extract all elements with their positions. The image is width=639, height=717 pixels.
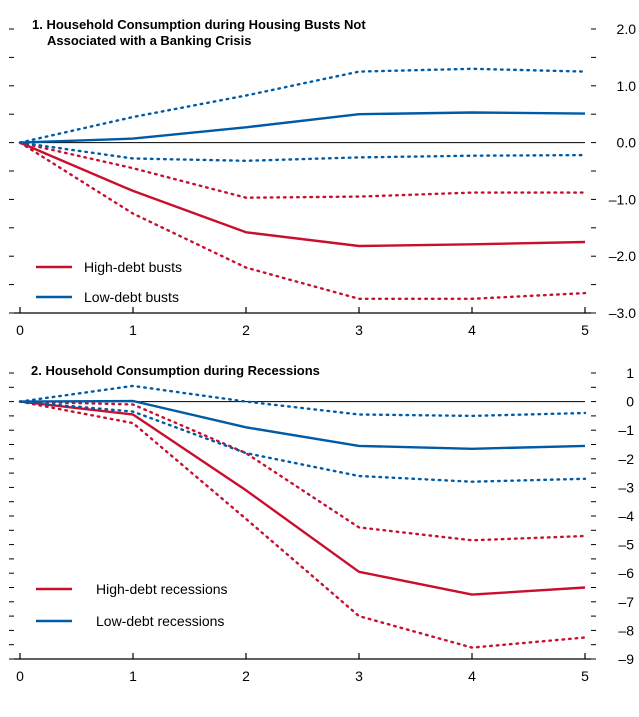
chart-2-y-tick-label: –2 xyxy=(618,451,634,467)
chart-1-high-debt-confidence-band-line xyxy=(18,141,587,199)
chart-2-y-tick-label: 1 xyxy=(626,365,634,381)
chart-2-low-debt-confidence-band-line xyxy=(18,400,587,483)
chart-2-title: 2. Household Consumption during Recessio… xyxy=(31,363,320,378)
chart-1-high-debt-line xyxy=(19,141,586,248)
chart-1-low-debt-line xyxy=(19,111,586,144)
chart-2-y-tick-label: –5 xyxy=(618,537,634,553)
chart-2-low-debt-line xyxy=(19,399,586,450)
chart-1-low-debt-confidence-band-line xyxy=(18,67,587,144)
chart-2-x-tick-label: 4 xyxy=(468,668,476,684)
chart-1-y-tick-label: 1.0 xyxy=(617,78,637,94)
chart-2-x-tick-label: 2 xyxy=(242,668,250,684)
chart-2-y-tick-label: –3 xyxy=(618,479,634,495)
chart-1-y-tick-label: 2.0 xyxy=(617,21,637,37)
chart-2-legend-low-label: Low-debt recessions xyxy=(96,613,224,629)
chart-1-y-tick-label: –2.0 xyxy=(609,248,636,264)
chart-2-y-tick-label: 0 xyxy=(626,394,634,410)
chart-2-y-tick-label: –4 xyxy=(618,508,634,524)
chart-1-low-debt-confidence-band-line xyxy=(18,141,587,163)
chart-2-high-debt-line xyxy=(19,400,586,596)
chart-1-x-tick-label: 5 xyxy=(581,322,589,338)
chart-1-x-tick-label: 3 xyxy=(355,322,363,338)
chart-1-y-tick-label: 0.0 xyxy=(617,135,637,151)
chart-1-title: 1. Household Consumption during Housing … xyxy=(32,17,366,32)
chart-1-y-tick-label: –1.0 xyxy=(609,191,636,207)
chart-2-legend-high-label: High-debt recessions xyxy=(96,581,228,597)
chart-1-x-tick-label: 0 xyxy=(16,322,24,338)
chart-1-x-tick-label: 2 xyxy=(242,322,250,338)
chart-1-subtitle: Associated with a Banking Crisis xyxy=(47,33,251,48)
chart-2-x-tick-label: 5 xyxy=(581,668,589,684)
chart-2-y-tick-label: –9 xyxy=(618,651,634,667)
chart-2-x-tick-label: 3 xyxy=(355,668,363,684)
chart-1-high-debt-confidence-band-line xyxy=(18,141,587,300)
chart-2-y-tick-label: –7 xyxy=(618,594,634,610)
chart-2-y-tick-label: –1 xyxy=(618,422,634,438)
chart-2-x-tick-label: 0 xyxy=(16,668,24,684)
chart-2-high-debt-confidence-band-line xyxy=(18,400,587,542)
chart-2-y-tick-label: –8 xyxy=(618,622,634,638)
chart-2-x-tick-label: 1 xyxy=(129,668,137,684)
chart-2-low-debt-confidence-band-line xyxy=(18,384,587,418)
chart-1-x-tick-label: 4 xyxy=(468,322,476,338)
chart-1-x-tick-label: 1 xyxy=(129,322,137,338)
chart-2-y-tick-label: –6 xyxy=(618,565,634,581)
chart-2-high-debt-confidence-band-line xyxy=(18,400,587,649)
chart-1-legend-high-label: High-debt busts xyxy=(84,259,182,275)
chart-1-legend-low-label: Low-debt busts xyxy=(84,289,179,305)
chart-1-y-tick-label: –3.0 xyxy=(609,305,636,321)
